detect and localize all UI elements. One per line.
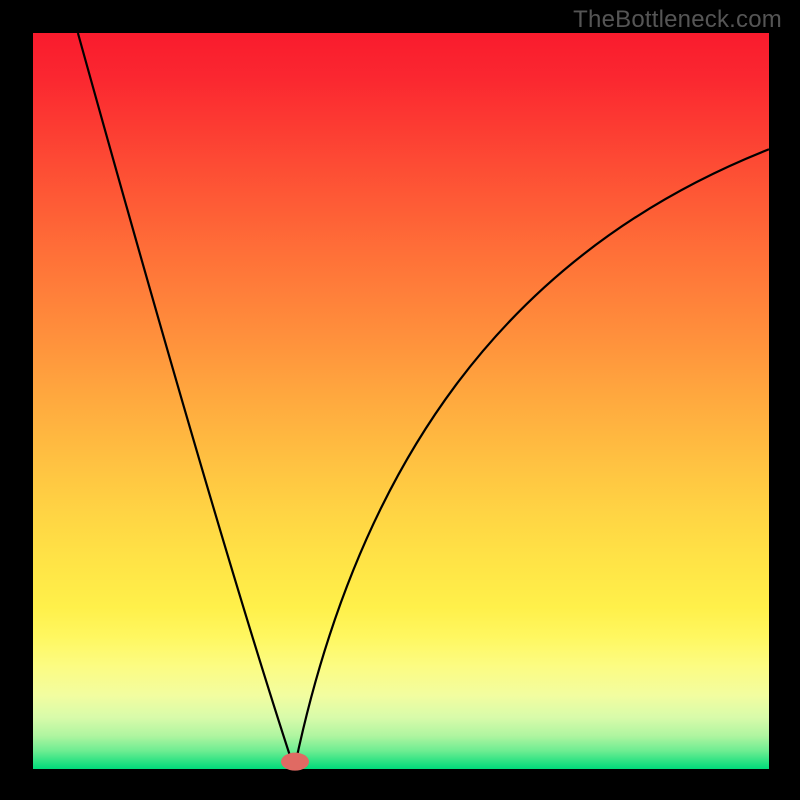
minimum-marker: [281, 753, 309, 771]
watermark-text: TheBottleneck.com: [573, 6, 782, 34]
plot-background: [33, 33, 769, 769]
plot-area: [0, 0, 800, 800]
